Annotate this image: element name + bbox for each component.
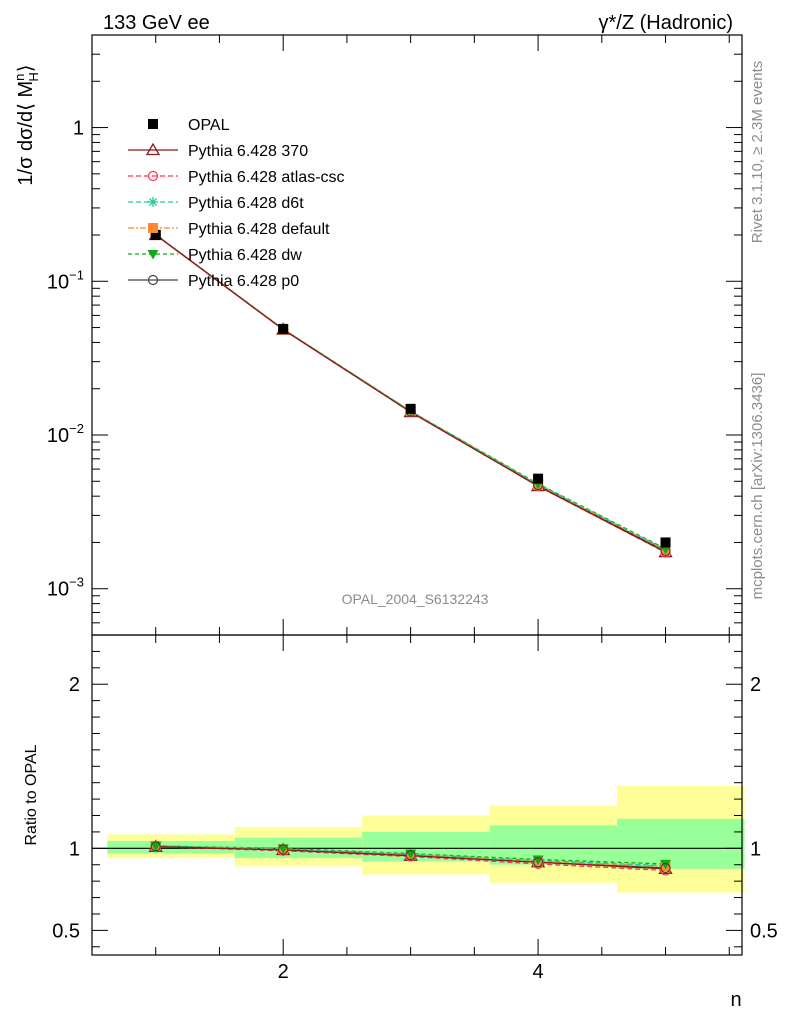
ratio-ytick-label-right: 2 [750, 674, 761, 696]
uncertainty-band-inner [489, 825, 618, 865]
legend-marker-data [148, 119, 158, 129]
ratio-frame [91, 634, 743, 956]
legend-item-data: OPAL [148, 117, 230, 134]
xtick-label: 2 [278, 961, 289, 983]
legend: OPAL Pythia 6.428 370 Pythia 6.428 atlas-c… [128, 117, 345, 290]
legend-marker-d6t [148, 197, 158, 207]
main-ytick-label: 10−3 [47, 575, 84, 601]
ratio-ytick-label: 2 [69, 674, 80, 696]
ratio-line-d6t [155, 845, 666, 867]
point-data [150, 230, 161, 240]
ratio-point-p0 [405, 850, 416, 861]
ratio-line-atlas [155, 846, 666, 872]
ratio-panel: 0.5 0.5 1 1 2 2 2 4 Ratio to OPAL n [23, 634, 778, 1011]
point-data [278, 323, 289, 334]
main-panel: 1 10−1 10−2 10−3 OPAL_2004_S6132243 1/σ dσ/… [12, 34, 743, 636]
legend-marker-dw [147, 250, 159, 260]
xtick-label: 4 [533, 961, 544, 983]
ratio-point-dw [150, 841, 162, 852]
legend-item-p370: Pythia 6.428 370 [128, 142, 308, 160]
mcplots-label: mcplots.cern.ch [arXiv:1306.3436] [749, 373, 766, 600]
ratio-plot-area [92, 839, 742, 876]
legend-label-p370: Pythia 6.428 370 [188, 143, 308, 160]
main-ytick-label: 10−2 [47, 421, 84, 447]
point-data [405, 403, 416, 414]
ratio-point-p0 [278, 844, 289, 855]
legend-label-default: Pythia 6.428 default [188, 221, 330, 238]
ratio-point-p0 [150, 841, 161, 852]
main-ylabel: 1/σ dσ/d⟨ MnH⟩ [12, 64, 41, 185]
legend-label-d6t: Pythia 6.428 d6t [188, 195, 304, 212]
point-data [660, 537, 671, 548]
legend-item-dw: Pythia 6.428 dw [128, 247, 302, 264]
ratio-point-p0 [660, 862, 671, 874]
legend-item-d6t: Pythia 6.428 d6t [128, 195, 304, 212]
ratio-point-dw [660, 859, 672, 870]
analysis-watermark: OPAL_2004_S6132243 [342, 591, 489, 607]
energy-label: 133 GeV ee [103, 12, 210, 34]
legend-marker-p370 [145, 142, 161, 156]
uncertainty-band-inner [617, 818, 745, 869]
legend-marker-p0 [147, 274, 159, 286]
ratio-ytick-label: 0.5 [52, 920, 80, 942]
legend-label-atlas: Pythia 6.428 atlas-csc [188, 169, 345, 186]
legend-marker-default [148, 223, 158, 233]
rivet-label: Rivet 3.1.10, ≥ 2.3M events [749, 61, 766, 244]
legend-item-p0: Pythia 6.428 p0 [128, 273, 299, 290]
ratio-ytick-label-right: 0.5 [750, 920, 778, 942]
legend-marker-atlas [147, 170, 159, 182]
legend-label-data: OPAL [188, 117, 230, 134]
xlabel: n [730, 989, 741, 1011]
process-label: γ*/Z (Hadronic) [599, 12, 733, 34]
ratio-ylabel: Ratio to OPAL [23, 744, 40, 845]
legend-label-dw: Pythia 6.428 dw [188, 247, 302, 264]
main-ytick-label: 1 [73, 118, 84, 140]
ratio-point-p0 [532, 857, 544, 868]
main-ytick-label: 10−1 [47, 267, 84, 293]
legend-item-atlas: Pythia 6.428 atlas-csc [128, 169, 345, 186]
ratio-ytick-label-right: 1 [750, 838, 761, 860]
legend-item-default: Pythia 6.428 default [128, 221, 330, 238]
ratio-axes: 0.5 0.5 1 1 2 2 2 4 [52, 635, 778, 983]
main-plot-area [148, 227, 673, 558]
ratio-point-dw [277, 844, 289, 854]
point-data [533, 473, 544, 484]
ratio-point-dw [532, 855, 544, 865]
main-axes: 1 10−1 10−2 10−3 [47, 34, 742, 636]
ratio-bands [107, 785, 745, 893]
ratio-ytick-label: 1 [69, 838, 80, 860]
legend-label-p0: Pythia 6.428 p0 [188, 273, 299, 290]
